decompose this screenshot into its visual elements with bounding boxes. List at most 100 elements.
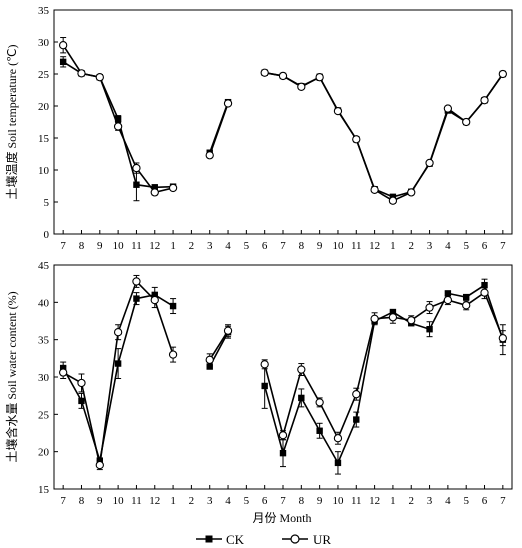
ur-point	[278, 431, 288, 440]
ck-point	[463, 293, 470, 301]
x-tick-label: 9	[317, 240, 323, 252]
x-tick-label: 10	[332, 240, 344, 252]
ck-point	[59, 58, 67, 66]
y-tick-label: 45	[38, 260, 50, 272]
ur-point	[168, 183, 178, 193]
series-ur-line	[264, 71, 504, 202]
x-tick-label: 9	[317, 495, 323, 507]
ur-point	[333, 106, 343, 116]
ur-point	[333, 434, 343, 443]
ck-point	[151, 184, 158, 191]
ur-point	[223, 99, 233, 108]
ur-point	[315, 398, 324, 407]
ur-point	[205, 151, 214, 160]
ur-point	[480, 288, 489, 297]
ur-point	[443, 295, 453, 305]
y-tick-label: 10	[38, 165, 50, 177]
ck-point	[206, 363, 213, 370]
x-tick-label: 5	[244, 495, 250, 507]
ur-point	[352, 135, 361, 144]
ur-point	[388, 313, 398, 322]
ur-point	[113, 328, 123, 337]
ur-point	[150, 188, 159, 197]
ur-point	[425, 158, 434, 168]
ck-point	[114, 360, 122, 367]
x-tick-label: 11	[131, 495, 142, 507]
ur-point	[480, 96, 489, 105]
ur-point	[370, 185, 379, 194]
y-axis-label: 土壤温度 Soil temperature (℃)	[4, 44, 19, 199]
ur-point	[132, 163, 141, 173]
y-tick-label: 5	[44, 197, 50, 209]
x-tick-label: 5	[463, 240, 469, 252]
x-tick-label: 7	[500, 240, 506, 252]
y-tick-label: 15	[38, 484, 50, 496]
ur-point	[223, 326, 233, 335]
x-tick-label: 8	[299, 240, 305, 252]
series-ur-line	[263, 291, 504, 441]
legend-ck-marker	[205, 535, 213, 543]
x-tick-label: 2	[408, 240, 414, 252]
ck-point	[316, 427, 323, 434]
x-tick-label: 4	[445, 495, 451, 507]
ur-point	[77, 69, 86, 78]
ur-point	[388, 196, 398, 205]
ur-point	[425, 303, 434, 312]
x-tick-label: 1	[170, 495, 176, 507]
series-ck-line	[264, 71, 504, 198]
y-tick-label: 20	[38, 101, 50, 113]
ck-point	[444, 290, 452, 297]
x-tick-label: 12	[149, 495, 160, 507]
ck-point	[133, 295, 140, 302]
x-tick-label: 1	[170, 240, 176, 252]
x-tick-label: 2	[189, 240, 195, 252]
ur-point	[260, 68, 269, 77]
ur-point	[315, 73, 324, 82]
ck-point	[426, 326, 433, 333]
ur-point	[150, 295, 159, 305]
ck-point	[279, 449, 287, 457]
x-tick-label: 4	[445, 240, 451, 252]
ur-point	[498, 69, 507, 79]
y-tick-label: 35	[38, 5, 50, 17]
x-tick-label: 1	[390, 240, 396, 252]
legend-ur-label: UR	[313, 532, 331, 547]
ur-point	[278, 71, 288, 81]
ur-point	[462, 117, 471, 127]
ur-point	[205, 355, 214, 364]
ur-point	[113, 122, 123, 131]
ur-point	[95, 73, 104, 82]
x-tick-label: 2	[189, 495, 195, 507]
x-tick-label: 5	[463, 495, 469, 507]
series-ur-line	[209, 330, 229, 361]
x-tick-label: 6	[482, 495, 488, 507]
x-tick-label: 8	[79, 240, 85, 252]
x-tick-label: 12	[369, 495, 380, 507]
ck-point	[169, 302, 177, 310]
x-tick-label: 5	[244, 240, 250, 252]
legend: CK UR	[196, 532, 331, 547]
ur-point	[59, 368, 68, 377]
x-tick-label: 4	[225, 495, 231, 507]
y-tick-label: 0	[44, 229, 50, 241]
ur-point	[297, 365, 306, 374]
y-tick-label: 30	[38, 37, 50, 49]
legend-ur-marker	[290, 534, 300, 544]
x-tick-label: 3	[427, 240, 433, 252]
ur-point	[297, 82, 306, 91]
ur-point	[95, 460, 104, 470]
x-tick-label: 8	[79, 495, 85, 507]
x-tick-label: 7	[60, 495, 66, 507]
x-tick-label: 6	[482, 240, 488, 252]
x-tick-label: 2	[408, 495, 414, 507]
y-tick-label: 20	[38, 447, 50, 459]
ck-point	[78, 397, 85, 405]
x-tick-label: 3	[207, 495, 213, 507]
x-tick-label: 7	[280, 240, 286, 252]
x-tick-label: 3	[427, 495, 433, 507]
x-tick-label: 3	[207, 240, 213, 252]
y-tick-label: 25	[38, 409, 50, 421]
x-tick-label: 7	[500, 495, 506, 507]
